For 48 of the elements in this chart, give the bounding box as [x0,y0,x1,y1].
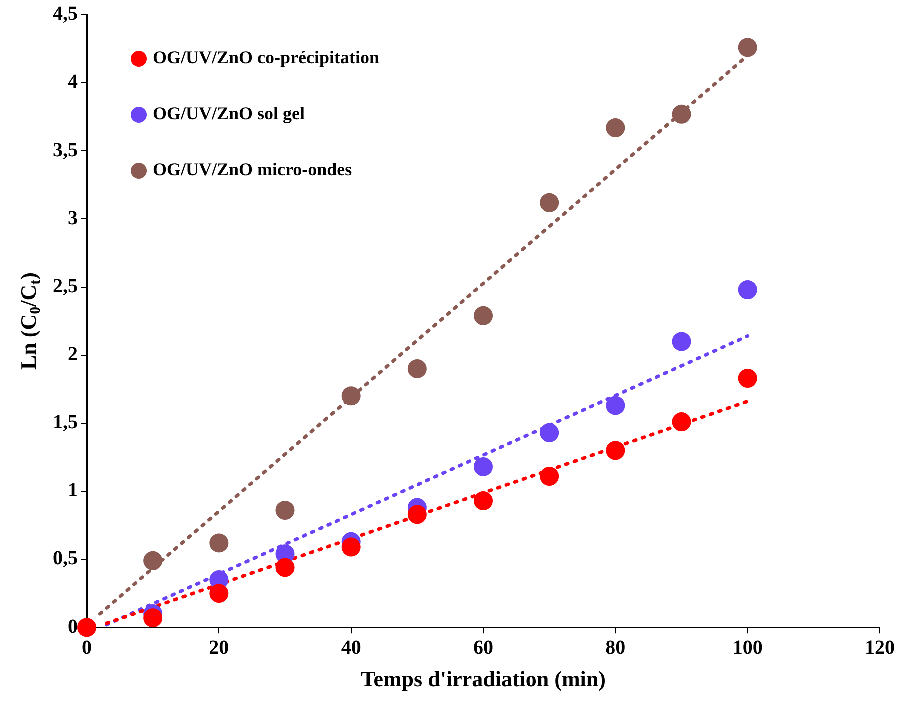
point [144,608,163,628]
y-tick-label: 1,5 [53,412,78,434]
y-tick-label: 3 [68,207,78,230]
point [276,501,295,520]
point [540,423,560,442]
x-tick-label: 120 [865,636,895,659]
point [540,193,560,212]
point [540,466,560,486]
point [474,306,493,326]
y-tick-label: 0,5 [53,548,78,570]
x-tick-label: 60 [474,636,494,659]
point [738,280,758,300]
point [606,441,626,460]
point [276,558,295,578]
point [342,538,361,557]
y-tick-label: 3,5 [53,139,78,162]
point [210,584,229,604]
y-tick-label: 1 [68,480,78,502]
x-tick-label: 0 [82,636,92,659]
y-axis-title: Ln (C0/Ct) [16,272,44,370]
y-tick-label: 4,5 [53,3,78,26]
point [738,368,758,388]
point [672,412,692,432]
point [474,491,493,510]
legend-label: OG/UV/ZnO sol gel [153,104,306,124]
point [606,396,626,416]
point [408,359,427,378]
y-tick-label: 0 [68,616,78,638]
point [474,457,493,476]
point [78,618,96,638]
point [672,104,692,124]
point [672,332,692,352]
x-tick-label: 80 [606,636,626,659]
point [408,505,427,524]
legend-label: OG/UV/ZnO co-précipitation [153,48,380,68]
point [738,38,758,58]
point [606,118,626,138]
y-tick-label: 4 [68,71,78,94]
y-tick-label: 2 [68,344,78,366]
point [144,551,163,570]
x-tick-label: 40 [341,636,362,659]
x-tick-label: 100 [732,636,763,659]
point [210,534,229,553]
x-axis-title: Temps d'irradiation (min) [361,666,606,692]
point [342,386,361,406]
legend-label: OG/UV/ZnO micro-ondes [153,160,352,180]
y-tick-label: 2,5 [53,275,78,298]
x-tick-label: 20 [209,636,230,659]
